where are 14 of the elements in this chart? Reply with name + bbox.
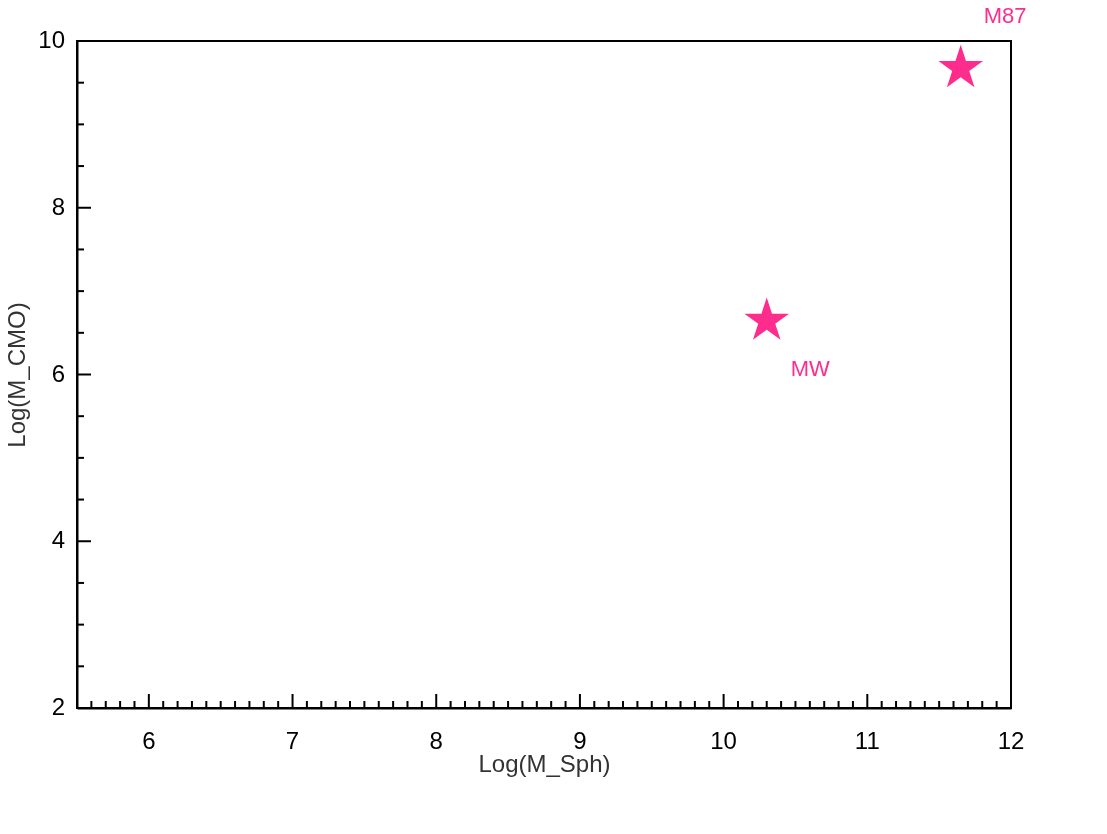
y-axis-title: Log(M_CMO): [2, 302, 30, 448]
annotation: MW: [790, 355, 831, 381]
x-tick-label: 7: [285, 727, 300, 754]
annotation: M87: [983, 3, 1027, 29]
y-tick-label: 6: [51, 359, 65, 387]
x-tick-label: 12: [997, 727, 1025, 754]
y-tick-label: 4: [51, 526, 65, 554]
x-tick-label: 8: [429, 727, 443, 754]
y-tick-label: 2: [51, 693, 65, 720]
y-tick-label: 8: [51, 192, 65, 220]
x-tick-label: 6: [142, 727, 156, 754]
x-tick-label: 10: [710, 727, 737, 754]
x-tick-label: 11: [854, 727, 880, 754]
y-tick-label: 10: [38, 26, 65, 53]
